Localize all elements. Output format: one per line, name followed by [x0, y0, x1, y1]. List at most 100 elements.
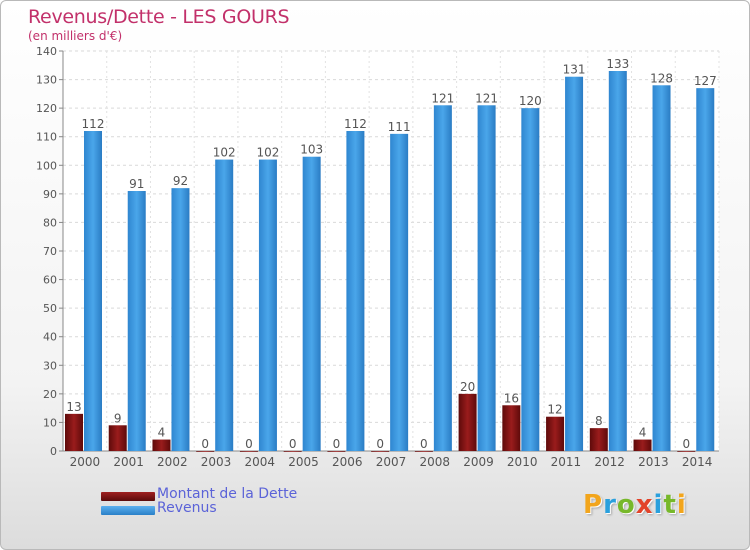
- y-tick-label: 80: [43, 216, 57, 229]
- y-tick-label: 40: [43, 331, 57, 344]
- y-tick-label: 0: [50, 445, 57, 458]
- bar-dette: [108, 425, 127, 451]
- bar-dette: [414, 451, 433, 452]
- bar-revenus: [521, 108, 540, 452]
- data-label-revenus: 133: [606, 57, 629, 71]
- y-tick-label: 10: [43, 416, 57, 429]
- x-tick-label: 2002: [157, 455, 188, 469]
- bar-revenus: [346, 131, 365, 451]
- data-label-dette: 0: [682, 437, 690, 451]
- legend-swatch-dette: [101, 492, 155, 501]
- x-tick-label: 2003: [201, 455, 232, 469]
- data-label-dette: 20: [460, 380, 475, 394]
- legend-swatch-revenus: [101, 506, 155, 515]
- data-label-dette: 0: [420, 437, 428, 451]
- bar-dette: [283, 451, 302, 452]
- x-tick-label: 2012: [594, 455, 625, 469]
- data-label-dette: 4: [639, 426, 647, 440]
- chart-subtitle: (en milliers d'€): [28, 29, 123, 43]
- data-label-revenus: 92: [173, 174, 188, 188]
- bar-revenus: [608, 71, 627, 451]
- bar-dette: [502, 405, 521, 451]
- bar-dette: [239, 451, 258, 452]
- logo-letter: x: [635, 490, 654, 520]
- bar-dette: [152, 439, 171, 451]
- x-tick-label: 2008: [419, 455, 450, 469]
- bar-revenus: [215, 159, 234, 452]
- x-tick-label: 2006: [332, 455, 363, 469]
- bar-dette: [677, 451, 696, 452]
- bar-revenus: [127, 191, 146, 451]
- y-tick-label: 110: [36, 131, 57, 144]
- x-tick-label: 2005: [288, 455, 319, 469]
- x-tick-label: 2007: [376, 455, 407, 469]
- data-label-dette: 13: [66, 400, 81, 414]
- logo-letter: i: [653, 490, 664, 520]
- logo-letter: o: [616, 490, 636, 520]
- y-tick-label: 70: [43, 245, 57, 258]
- x-tick-label: 2001: [113, 455, 144, 469]
- legend-label-dette: Montant de la Dette: [157, 486, 298, 502]
- y-tick-label: 20: [43, 388, 57, 401]
- x-tick-label: 2004: [245, 455, 276, 469]
- logo-letter: i: [676, 490, 687, 520]
- data-label-dette: 12: [547, 403, 562, 417]
- bar-revenus: [84, 131, 102, 451]
- data-label-dette: 0: [289, 437, 297, 451]
- y-tick-label: 140: [36, 45, 57, 58]
- bar-revenus: [171, 188, 190, 451]
- logo-letter: t: [663, 490, 677, 520]
- x-tick-label: 2014: [682, 455, 713, 469]
- data-label-revenus: 103: [300, 143, 323, 157]
- y-tick-label: 60: [43, 274, 57, 287]
- data-label-dette: 0: [201, 437, 209, 451]
- logo-letter: r: [603, 490, 617, 520]
- y-tick-label: 130: [36, 74, 57, 87]
- x-tick-label: 2000: [70, 455, 101, 469]
- bar-revenus: [433, 105, 452, 452]
- bar-revenus: [302, 156, 321, 451]
- bar-revenus: [696, 88, 715, 452]
- data-label-dette: 0: [245, 437, 253, 451]
- logo-letter: P: [583, 490, 604, 520]
- data-label-revenus: 102: [256, 146, 279, 160]
- x-tick-label: 2013: [638, 455, 669, 469]
- data-label-revenus: 127: [694, 74, 717, 88]
- legend-label-revenus: Revenus: [157, 500, 217, 516]
- data-label-revenus: 91: [129, 177, 144, 191]
- bar-dette: [589, 428, 608, 451]
- bar-dette: [327, 451, 346, 452]
- y-tick-label: 90: [43, 188, 57, 201]
- data-label-dette: 16: [504, 391, 519, 405]
- y-tick-label: 100: [36, 159, 57, 172]
- bar-dette: [633, 439, 652, 451]
- data-label-revenus: 121: [475, 91, 498, 105]
- x-tick-label: 2011: [551, 455, 582, 469]
- data-label-revenus: 121: [431, 91, 454, 105]
- bar-revenus: [390, 133, 409, 451]
- data-label-revenus: 111: [388, 120, 411, 134]
- data-label-revenus: 128: [650, 71, 673, 85]
- bar-dette: [196, 451, 215, 452]
- x-tick-label: 2009: [463, 455, 494, 469]
- y-tick-label: 120: [36, 102, 57, 115]
- y-tick-label: 50: [43, 302, 57, 315]
- data-label-dette: 4: [158, 426, 166, 440]
- y-tick-label: 30: [43, 359, 57, 372]
- data-label-dette: 9: [114, 411, 122, 425]
- data-label-revenus: 120: [519, 94, 542, 108]
- bar-revenus: [565, 76, 584, 451]
- data-label-revenus: 112: [344, 117, 367, 131]
- data-label-dette: 8: [595, 414, 603, 428]
- proxiti-logo: Proxiti: [583, 490, 687, 520]
- bar-revenus: [652, 85, 671, 452]
- bar-revenus: [477, 105, 496, 452]
- bar-dette: [371, 451, 390, 452]
- chart-title: Revenus/Dette - LES GOURS: [28, 6, 290, 28]
- data-label-revenus: 112: [82, 117, 105, 131]
- bar-revenus: [258, 159, 277, 452]
- data-label-dette: 0: [333, 437, 341, 451]
- bar-dette: [546, 416, 565, 451]
- bar-dette: [65, 413, 83, 451]
